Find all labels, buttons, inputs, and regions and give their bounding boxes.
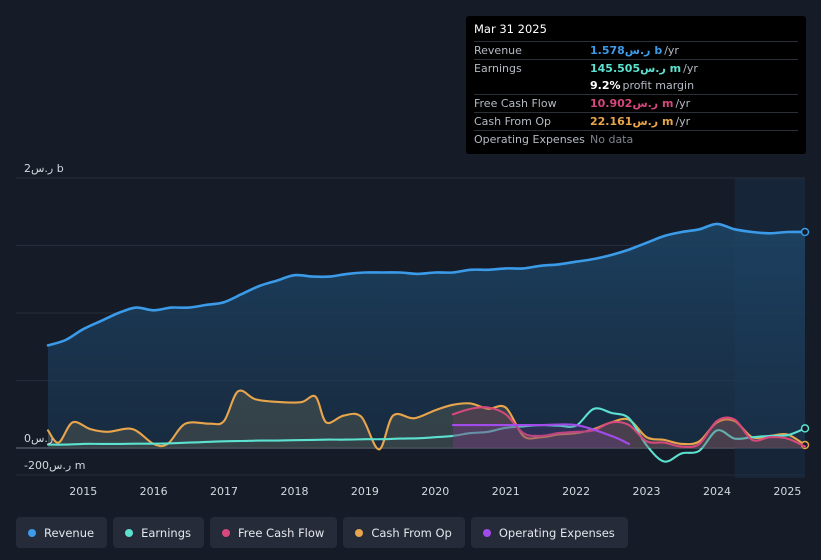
y-tick-label: 0ر.س	[24, 432, 53, 445]
tooltip-value: 10.902ر.س m	[590, 97, 674, 110]
legend-dot-icon	[125, 528, 134, 537]
earnings-end-point	[800, 424, 810, 433]
earnings-line	[46, 407, 807, 463]
tooltip-label: Operating Expenses	[474, 133, 585, 146]
tooltip-value: 145.505ر.س m	[590, 62, 682, 75]
tooltip-unit: /yr	[664, 44, 679, 57]
legend-item-free-cash-flow[interactable]: Free Cash Flow	[210, 517, 338, 548]
legend-dot-icon	[222, 528, 230, 537]
free-cash-flow-area	[452, 407, 805, 448]
x-tick-label: 2020	[421, 485, 449, 498]
x-tick-label: 2025	[773, 485, 801, 498]
tooltip-unit: /yr	[675, 115, 691, 128]
legend-label: Operating Expenses	[498, 525, 615, 540]
legend-dot-icon	[355, 528, 364, 537]
tooltip-value: No data	[590, 133, 634, 146]
tooltip-row: 9.2% profit margin	[474, 77, 798, 94]
data-tooltip: Mar 31 2025 Revenue 1.578ر.س b/yr Earnings…	[466, 16, 806, 154]
legend-item-operating-expenses[interactable]: Operating Expenses	[470, 517, 628, 548]
legend-label: Free Cash Flow	[238, 525, 325, 540]
y-tick-label: -200ر.س m	[24, 459, 85, 472]
legend-label: Earnings	[141, 525, 191, 540]
tooltip-label: Cash From Op	[474, 115, 552, 128]
operating-expenses-area	[452, 424, 629, 448]
legend-label: Cash From Op	[371, 525, 452, 540]
x-tick-label: 2024	[703, 485, 731, 498]
x-tick-label: 2021	[492, 485, 520, 498]
tooltip-row: Cash From Op 22.161ر.س m/yr	[474, 112, 798, 130]
tooltip-row: Free Cash Flow 10.902ر.س m/yr	[474, 94, 798, 112]
x-axis-labels: 2015 2016 2017 2018 2019 2020 2021 2022 2023 2024…	[69, 485, 801, 498]
series-layer	[46, 222, 810, 463]
revenue-end-point	[800, 227, 810, 237]
legend-label: Revenue	[44, 525, 95, 540]
tooltip-unit: /yr	[683, 62, 698, 75]
x-tick-label: 2017	[210, 485, 238, 498]
tooltip-row: Earnings 145.505ر.س m/yr	[474, 59, 798, 77]
operating-expenses-line	[451, 423, 631, 445]
tooltip-value: 22.161ر.س m	[590, 115, 674, 128]
tooltip-value: 9.2%	[590, 79, 621, 92]
legend: Revenue Earnings Free Cash Flow Cash From O…	[16, 517, 628, 548]
x-tick-label: 2018	[280, 485, 308, 498]
x-tick-label: 2015	[69, 485, 97, 498]
y-axis-labels: 2ر.س b 0ر.س -200ر.س m	[24, 162, 85, 472]
free-cash-flow-line	[451, 406, 807, 449]
legend-dot-icon	[482, 528, 491, 537]
x-tick-label: 2022	[562, 485, 590, 498]
tooltip-unit: /yr	[675, 97, 691, 110]
legend-item-cash-from-op[interactable]: Cash From Op	[343, 517, 465, 548]
cash-from-op-area	[48, 390, 805, 450]
tooltip-unit: profit margin	[622, 79, 695, 92]
tooltip-date: Mar 31 2025	[474, 22, 547, 36]
tooltip-row: Revenue 1.578ر.س b/yr	[474, 41, 798, 59]
x-tick-label: 2016	[140, 485, 168, 498]
tooltip-value: 1.578ر.س b	[590, 44, 663, 57]
tooltip-rows: Revenue 1.578ر.س b/yr Earnings 145.505ر.س m…	[474, 41, 798, 148]
tooltip-label: Revenue	[474, 44, 522, 57]
tooltip-label: Earnings	[474, 62, 522, 75]
legend-dot-icon	[28, 528, 36, 537]
legend-item-revenue[interactable]: Revenue	[16, 517, 108, 548]
legend-item-earnings[interactable]: Earnings	[113, 517, 204, 548]
tooltip-row: Operating Expenses No data	[474, 130, 798, 148]
chart-canvas: 2ر.س b 0ر.س -200ر.س m 2015 2016 2017 2018 2019…	[16, 162, 810, 498]
y-tick-label: 2ر.س b	[24, 162, 64, 175]
x-tick-label: 2023	[633, 485, 661, 498]
tooltip-label: Free Cash Flow	[474, 97, 557, 110]
x-tick-label: 2019	[351, 485, 379, 498]
revenue-line	[46, 222, 807, 347]
